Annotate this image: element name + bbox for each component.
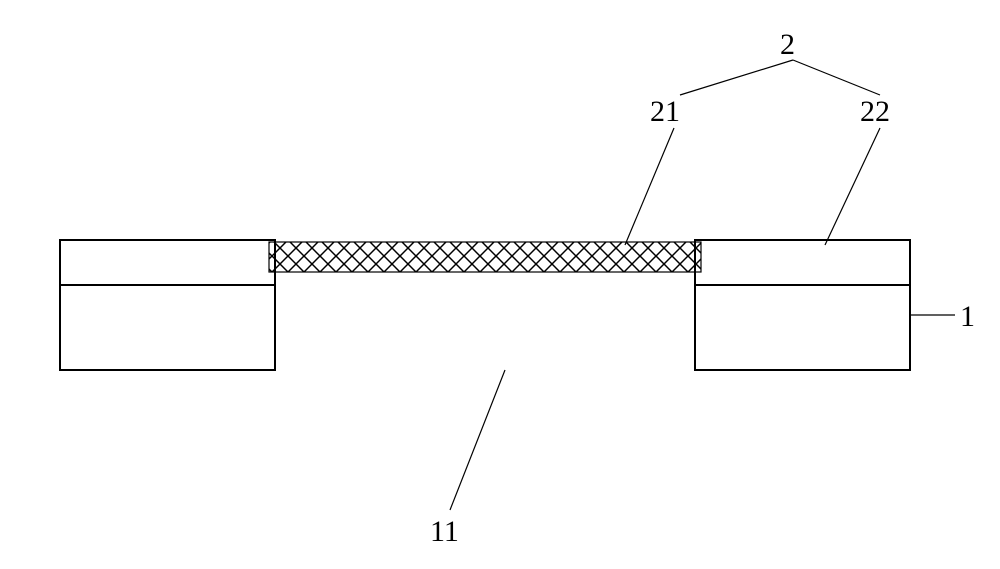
upper-layer-right: [695, 240, 910, 285]
label-22: 22: [860, 95, 890, 129]
substrate-right: [695, 285, 910, 370]
label-21: 21: [650, 95, 680, 129]
label-1: 1: [960, 300, 975, 334]
leader-2-to-22: [793, 60, 880, 95]
label-2: 2: [780, 28, 795, 62]
membrane-21: [269, 242, 701, 272]
leader-11: [450, 370, 505, 510]
leader-21: [625, 128, 674, 245]
substrate-left: [60, 285, 275, 370]
upper-layer-left: [60, 240, 275, 285]
label-11: 11: [430, 515, 459, 549]
leader-22: [825, 128, 880, 245]
leader-2-to-21: [680, 60, 793, 95]
